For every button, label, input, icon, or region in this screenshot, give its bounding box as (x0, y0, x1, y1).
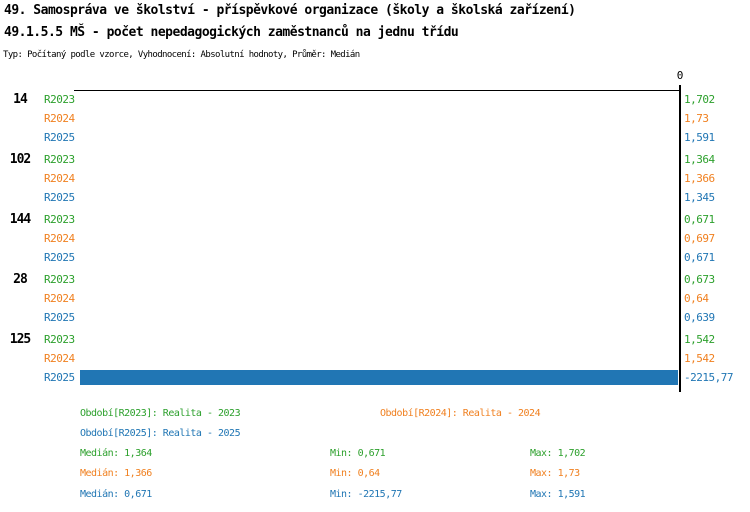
category-label: 14 (13, 92, 28, 107)
value-label: 0,673 (684, 273, 715, 286)
value-label: 0,639 (684, 311, 715, 324)
series-label-r2024: R2024 (44, 112, 75, 125)
value-label: 0,671 (684, 213, 715, 226)
zero-axis-line (679, 85, 681, 392)
category-label: 28 (13, 272, 28, 287)
series-label-r2025: R2025 (44, 131, 75, 144)
value-label: 1,542 (684, 333, 715, 346)
stat-median-r2025: Medián: 0,671 (80, 489, 152, 500)
value-label: 0,64 (684, 292, 709, 305)
stat-max-r2025: Max: 1,591 (530, 489, 586, 500)
value-label: 1,366 (684, 172, 715, 185)
value-label: 1,345 (684, 191, 715, 204)
value-label: 1,364 (684, 153, 715, 166)
legend-period-r2024: Období[R2024]: Realita - 2024 (380, 408, 541, 419)
stat-max-r2023: Max: 1,702 (530, 448, 586, 459)
series-label-r2024: R2024 (44, 172, 75, 185)
category-label: 102 (9, 152, 31, 167)
value-label: -2215,77 (684, 371, 733, 384)
stat-min-r2025: Min: -2215,77 (330, 489, 402, 500)
value-label: 1,542 (684, 352, 715, 365)
series-label-r2023: R2023 (44, 153, 75, 166)
legend-period-r2023: Období[R2023]: Realita - 2023 (80, 408, 241, 419)
series-label-r2024: R2024 (44, 352, 75, 365)
series-label-r2025: R2025 (44, 191, 75, 204)
value-label: 1,591 (684, 131, 715, 144)
series-label-r2025: R2025 (44, 251, 75, 264)
series-label-r2023: R2023 (44, 213, 75, 226)
axis-zero-label: 0 (676, 69, 684, 82)
legend-period-r2025: Období[R2025]: Realita - 2025 (80, 428, 241, 439)
stat-max-r2024: Max: 1,73 (530, 468, 580, 479)
series-label-r2023: R2023 (44, 273, 75, 286)
value-label: 1,702 (684, 93, 715, 106)
series-label-r2023: R2023 (44, 333, 75, 346)
value-label: 1,73 (684, 112, 709, 125)
stat-min-r2024: Min: 0,64 (330, 468, 380, 479)
stat-min-r2023: Min: 0,671 (330, 448, 386, 459)
page-title: 49. Samospráva ve školství - příspěvkové… (4, 3, 576, 18)
series-label-r2024: R2024 (44, 292, 75, 305)
series-label-r2025: R2025 (44, 311, 75, 324)
stat-median-r2024: Medián: 1,366 (80, 468, 152, 479)
value-label: 0,671 (684, 251, 715, 264)
indicator-title: 49.1.5.5 MŠ - počet nepedagogických zamě… (4, 25, 459, 40)
series-label-r2024: R2024 (44, 232, 75, 245)
stat-median-r2023: Medián: 1,364 (80, 448, 152, 459)
series-label-r2023: R2023 (44, 93, 75, 106)
category-label: 125 (9, 332, 31, 347)
plot-top-border (74, 90, 680, 91)
series-label-r2025: R2025 (44, 371, 75, 384)
value-label: 0,697 (684, 232, 715, 245)
category-label: 144 (9, 212, 31, 227)
bar-r2025-125 (80, 370, 678, 385)
chart-subtitle: Typ: Počítaný podle vzorce, Vyhodnocení:… (3, 50, 360, 60)
